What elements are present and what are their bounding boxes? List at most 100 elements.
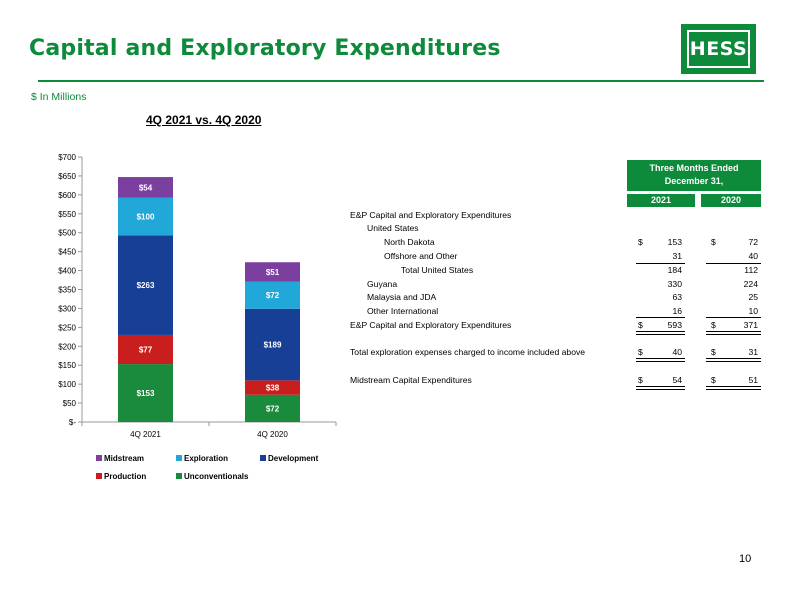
bar-exploration-4q-2020	[245, 281, 300, 309]
dollar-sign: $	[711, 320, 716, 330]
data-label-midstream-4q-2020: $51	[266, 268, 280, 277]
bar-unconventionals-4q-2021	[118, 364, 173, 422]
y-tick-label: $650	[58, 172, 76, 181]
row-label-total-us: Total United States	[401, 265, 474, 275]
units-note: $ In Millions	[31, 91, 87, 103]
data-label-unconventionals-4q-2020: $72	[266, 404, 280, 413]
bar-unconventionals-4q-2020	[245, 394, 300, 422]
dollar-sign: $	[638, 237, 643, 247]
bar-development-4q-2021	[118, 235, 173, 335]
bar-midstream-4q-2020	[245, 262, 300, 282]
value-midstream-capex-2020: 51	[748, 375, 758, 385]
y-tick-label: $250	[58, 323, 76, 332]
row-label-united-states: United States	[367, 223, 419, 233]
row-label-midstream-capex: Midstream Capital Expenditures	[350, 375, 472, 385]
table-col-2021: 2021	[627, 194, 695, 207]
value-midstream-capex-2021: 54	[672, 375, 682, 385]
value-north-dakota-2021: 153	[667, 237, 682, 247]
legend-swatch-production	[96, 473, 102, 479]
explo-double-underline-2021	[636, 358, 685, 362]
y-tick-label: $-	[69, 418, 76, 427]
data-label-production-4q-2021: $77	[139, 346, 153, 355]
explo-double-underline-2020	[706, 358, 761, 362]
subtotal-underline-2021	[636, 263, 685, 264]
legend-swatch-unconventionals	[176, 473, 182, 479]
dollar-sign: $	[711, 237, 716, 247]
chart-title: 4Q 2021 vs. 4Q 2020	[146, 113, 262, 127]
total-double-underline-2020	[706, 331, 761, 335]
table-header-line1: Three Months Ended	[649, 163, 739, 173]
legend-label-development: Development	[268, 454, 319, 463]
value-exploration-expenses-2021: 40	[672, 347, 682, 357]
total-underline-2020	[706, 317, 761, 318]
legend-label-exploration: Exploration	[184, 454, 228, 463]
dollar-sign: $	[638, 347, 643, 357]
total-underline-2021	[636, 317, 685, 318]
bar-production-4q-2020	[245, 380, 300, 395]
value-exploration-expenses-2020: 31	[748, 347, 758, 357]
legend-label-midstream: Midstream	[104, 454, 144, 463]
data-label-production-4q-2020: $38	[266, 384, 280, 393]
dollar-sign: $	[711, 375, 716, 385]
value-north-dakota-2020: 72	[748, 237, 758, 247]
legend-swatch-development	[260, 455, 266, 461]
subtotal-underline-2020	[706, 263, 761, 264]
table-header-period: Three Months Ended December 31,	[627, 160, 761, 191]
hess-logo-frame: HESS	[687, 30, 750, 68]
data-label-development-4q-2021: $263	[137, 281, 155, 290]
row-label-malaysia: Malaysia and JDA	[367, 292, 437, 302]
hess-logo: HESS	[681, 24, 756, 74]
dollar-sign: $	[711, 347, 716, 357]
data-label-unconventionals-4q-2021: $153	[137, 389, 155, 398]
value-total-us-2020: 112	[744, 265, 758, 275]
value-offshore-2020: 40	[748, 251, 758, 261]
y-tick-label: $300	[58, 304, 76, 313]
table-header-line2: December 31,	[664, 176, 724, 186]
page-title: Capital and Exploratory Expenditures	[29, 36, 501, 61]
row-label-other-intl: Other International	[367, 306, 439, 316]
data-label-exploration-4q-2021: $100	[137, 212, 155, 221]
title-rule	[38, 80, 764, 82]
value-other-intl-2020: 10	[748, 306, 758, 316]
value-offshore-2021: 31	[672, 251, 682, 261]
row-label-exploration-expenses: Total exploration expenses charged to in…	[350, 347, 586, 357]
value-ep-total-2021: 593	[667, 320, 682, 330]
legend-label-production: Production	[104, 472, 146, 481]
data-label-development-4q-2020: $189	[264, 341, 282, 350]
value-total-us-2021: 184	[667, 265, 682, 275]
value-malaysia-2021: 63	[672, 292, 682, 302]
value-ep-total-2020: 371	[743, 320, 758, 330]
legend-swatch-exploration	[176, 455, 182, 461]
y-tick-label: $200	[58, 342, 76, 351]
page-number: 10	[739, 553, 752, 565]
y-tick-label: $150	[58, 361, 76, 370]
y-tick-label: $550	[58, 210, 76, 219]
data-label-exploration-4q-2020: $72	[266, 291, 280, 300]
row-label-offshore: Offshore and Other	[384, 251, 458, 261]
value-guyana-2021: 330	[667, 279, 682, 289]
y-tick-label: $100	[58, 380, 76, 389]
value-malaysia-2020: 25	[748, 292, 758, 302]
value-other-intl-2021: 16	[672, 306, 682, 316]
y-tick-label: $350	[58, 286, 76, 295]
row-label-north-dakota: North Dakota	[384, 237, 435, 247]
row-label-ep-heading: E&P Capital and Exploratory Expenditures	[350, 210, 512, 220]
midstream-double-underline-2020	[706, 386, 761, 390]
y-tick-label: $700	[58, 153, 76, 162]
bar-development-4q-2020	[245, 308, 300, 381]
bar-exploration-4q-2021	[118, 197, 173, 236]
y-tick-label: $450	[58, 248, 76, 257]
x-tick-label: 4Q 2020	[257, 430, 288, 439]
midstream-double-underline-2021	[636, 386, 685, 390]
y-tick-label: $600	[58, 191, 76, 200]
legend-label-unconventionals: Unconventionals	[184, 472, 249, 481]
bar-midstream-4q-2021	[118, 177, 173, 198]
y-tick-label: $400	[58, 267, 76, 276]
data-label-midstream-4q-2021: $54	[139, 183, 153, 192]
y-tick-label: $50	[63, 399, 77, 408]
table-col-2020: 2020	[701, 194, 761, 207]
y-tick-label: $500	[58, 229, 76, 238]
hess-logo-text: HESS	[689, 38, 748, 60]
x-tick-label: 4Q 2021	[130, 430, 161, 439]
